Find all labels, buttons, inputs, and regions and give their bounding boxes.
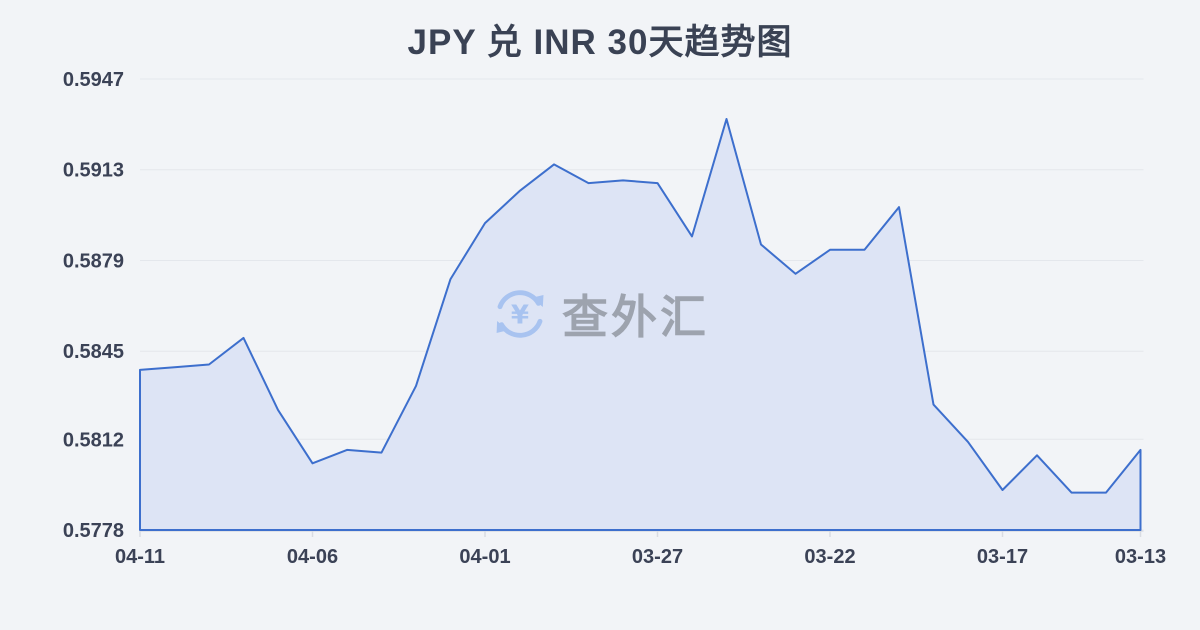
y-axis-tick-label: 0.5947 (63, 69, 124, 91)
x-axis-tick-label: 03-13 (1115, 546, 1166, 568)
x-axis-tick-label: 04-11 (115, 546, 165, 568)
price-area-series (139, 118, 1142, 531)
x-axis-tick-label: 03-17 (977, 546, 1028, 568)
x-axis-tick-label: 03-27 (632, 546, 683, 568)
y-axis-tick-label: 0.5913 (63, 160, 124, 182)
y-axis-tick-label: 0.5879 (63, 250, 124, 272)
x-axis-tick-label: 04-01 (459, 546, 510, 568)
y-axis-tick-label: 0.5778 (63, 520, 124, 542)
chart-title: JPY 兑 INR 30天趋势图 (407, 23, 793, 62)
x-axis-tick-label: 04-06 (287, 546, 338, 568)
y-axis-tick-label: 0.5845 (63, 341, 124, 363)
y-axis-tick-label: 0.5812 (63, 429, 124, 451)
x-axis-tick-label: 03-22 (804, 546, 855, 568)
